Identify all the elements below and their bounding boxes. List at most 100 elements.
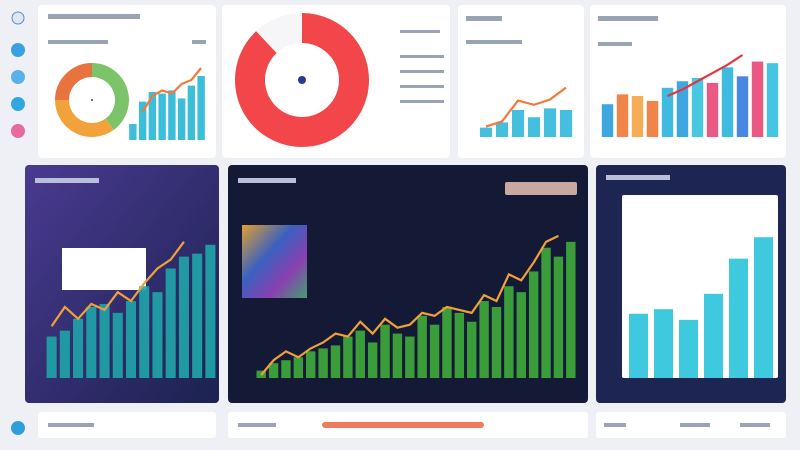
bar xyxy=(691,77,704,137)
bar xyxy=(429,324,440,378)
bar xyxy=(205,244,216,378)
bar xyxy=(516,292,526,378)
bar xyxy=(454,312,465,378)
legend-box xyxy=(62,248,146,290)
bar xyxy=(527,117,541,137)
bar xyxy=(541,247,551,378)
placeholder xyxy=(35,178,99,183)
nav-icon[interactable] xyxy=(11,124,25,138)
bar xyxy=(754,237,773,378)
donut-segment xyxy=(256,13,303,54)
charts xyxy=(46,13,779,378)
placeholder xyxy=(400,100,444,103)
bar xyxy=(125,301,137,378)
bar xyxy=(479,301,489,378)
button[interactable] xyxy=(505,182,577,195)
bar xyxy=(629,313,648,378)
donut-segment xyxy=(91,63,129,130)
bar xyxy=(380,324,390,378)
bar xyxy=(139,286,150,378)
dark-text-placeholders xyxy=(35,175,670,195)
bar xyxy=(766,63,779,138)
nav-icon[interactable] xyxy=(11,421,25,435)
bar xyxy=(178,256,189,378)
bar xyxy=(355,330,365,378)
bar xyxy=(661,87,674,137)
bar xyxy=(405,336,415,378)
bar xyxy=(281,360,291,378)
bar xyxy=(467,321,477,378)
bar xyxy=(165,268,176,378)
bar xyxy=(148,92,157,140)
placeholder xyxy=(466,40,522,44)
placeholder xyxy=(598,16,658,21)
placeholder xyxy=(466,16,502,21)
placeholder xyxy=(48,40,108,44)
bar xyxy=(187,85,196,140)
bar xyxy=(392,333,403,378)
bar xyxy=(528,271,539,378)
bar xyxy=(729,258,748,378)
line xyxy=(667,54,744,98)
bar xyxy=(86,306,97,378)
placeholder xyxy=(400,55,444,58)
placeholder xyxy=(48,14,140,19)
placeholder xyxy=(598,42,632,46)
nav-icon[interactable] xyxy=(11,70,25,84)
donut-segment xyxy=(55,99,114,137)
bar xyxy=(504,286,514,378)
bar xyxy=(751,61,764,138)
bar xyxy=(631,96,644,137)
bar xyxy=(306,351,316,378)
placeholder xyxy=(238,178,296,183)
donut-segment xyxy=(235,13,369,147)
bar xyxy=(706,82,719,137)
bar xyxy=(566,241,576,378)
placeholder xyxy=(606,175,670,180)
bar xyxy=(73,318,84,378)
nav-icon[interactable] xyxy=(11,43,25,57)
bar xyxy=(59,330,70,378)
bar xyxy=(704,293,723,378)
bar xyxy=(268,363,279,378)
bar xyxy=(152,292,163,378)
bar xyxy=(601,104,614,137)
bar xyxy=(367,342,378,378)
bar xyxy=(177,98,186,140)
nav-icon[interactable] xyxy=(11,97,25,111)
bar xyxy=(559,109,573,137)
bar xyxy=(192,253,203,378)
bar xyxy=(138,101,147,140)
line xyxy=(260,234,559,376)
bar xyxy=(495,122,509,137)
placeholder xyxy=(400,70,444,73)
footer-card xyxy=(38,412,216,438)
bar xyxy=(676,81,689,137)
bar xyxy=(646,100,659,137)
line xyxy=(485,86,567,128)
nav-icon[interactable] xyxy=(11,11,25,25)
bar xyxy=(197,76,205,140)
text-placeholders xyxy=(48,14,770,427)
placeholder xyxy=(604,423,626,427)
line xyxy=(50,241,185,327)
placeholder xyxy=(400,30,440,33)
placeholder xyxy=(680,423,710,427)
progress-bar xyxy=(322,422,484,428)
bar xyxy=(158,93,166,140)
bar xyxy=(442,306,452,378)
bar xyxy=(343,336,353,378)
line xyxy=(141,67,202,113)
thumbnail xyxy=(242,225,307,298)
bar xyxy=(721,67,734,137)
bar xyxy=(293,357,304,378)
donut-center xyxy=(298,76,306,84)
donut-segment xyxy=(55,63,93,101)
bar xyxy=(112,312,123,378)
bar xyxy=(46,336,57,378)
bar xyxy=(679,319,698,378)
bar xyxy=(654,309,673,378)
donut-center xyxy=(91,99,93,101)
placeholder xyxy=(238,423,276,427)
